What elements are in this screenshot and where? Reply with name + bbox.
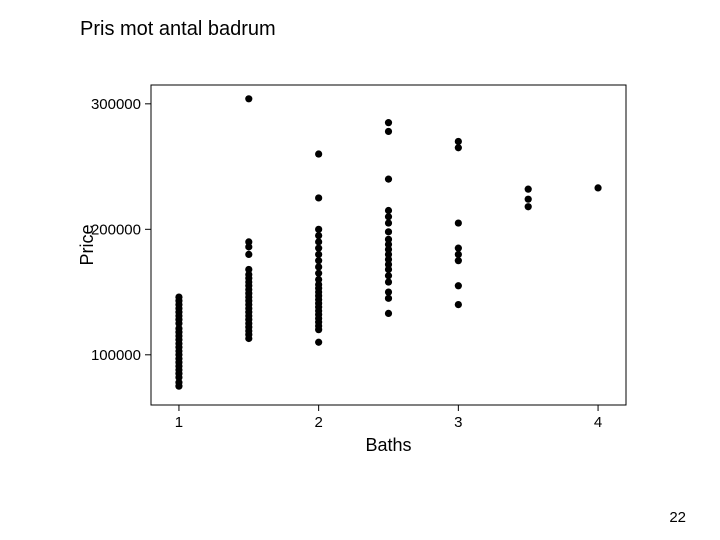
data-point [385,128,392,135]
y-axis-label: Price [77,224,97,265]
data-point [385,278,392,285]
data-point [385,236,392,243]
data-point [385,228,392,235]
x-tick-label: 3 [454,414,462,431]
data-point [315,226,322,233]
data-point [315,263,322,270]
data-point [175,293,182,300]
x-tick-label: 1 [175,414,183,431]
data-point [385,295,392,302]
data-point [525,203,532,210]
data-point [455,144,462,151]
data-point [385,213,392,220]
data-point [385,119,392,126]
x-tick-label: 2 [314,414,322,431]
data-point [315,339,322,346]
data-point [455,219,462,226]
data-point [525,196,532,203]
data-point [245,95,252,102]
data-point [455,301,462,308]
data-point [315,276,322,283]
data-point [245,266,252,273]
data-point [525,186,532,193]
x-axis-label: Baths [365,435,411,455]
data-point [315,257,322,264]
y-tick-label: 300000 [91,96,141,113]
data-point [315,194,322,201]
data-point [315,150,322,157]
scatter-chart: 1 2 3 4 Baths 100000 200000 300000 Price [76,80,636,465]
data-point [385,288,392,295]
y-tick-label: 100000 [91,347,141,364]
data-point [315,251,322,258]
y-tick-label: 200000 [91,221,141,238]
data-point [385,176,392,183]
data-point [315,270,322,277]
data-point [385,272,392,279]
data-point [455,282,462,289]
data-point [455,257,462,264]
x-tick-label: 4 [594,414,602,431]
data-point [385,219,392,226]
data-point [594,184,601,191]
data-point [385,310,392,317]
data-point [245,238,252,245]
page-number: 22 [669,509,686,526]
data-point [455,251,462,258]
data-point [385,207,392,214]
data-point [315,238,322,245]
data-point [455,138,462,145]
data-point [455,245,462,252]
page-title: Pris mot antal badrum [80,18,276,41]
data-point [315,232,322,239]
data-point [245,251,252,258]
data-point [315,245,322,252]
